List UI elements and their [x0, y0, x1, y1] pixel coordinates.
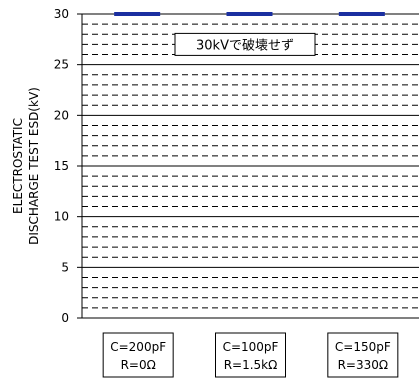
y-axis-label-line-1: ELECTROSTATIC — [11, 118, 25, 214]
annotation-box — [174, 32, 316, 56]
y-tick-label: 25 — [54, 58, 69, 72]
data-marker — [344, 12, 349, 16]
data-marker — [368, 12, 373, 16]
data-marker — [356, 12, 361, 16]
data-marker — [232, 12, 237, 16]
data-marker — [371, 12, 376, 16]
data-marker — [250, 12, 255, 16]
data-marker — [256, 12, 261, 16]
data-marker — [365, 12, 370, 16]
data-marker — [247, 12, 252, 16]
data-markers — [114, 12, 385, 16]
y-axis-label: ELECTROSTATIC DISCHARGE TEST ESD(kV) — [11, 87, 41, 245]
data-marker — [341, 12, 346, 16]
data-marker — [150, 12, 155, 16]
y-tick-label: 0 — [61, 311, 69, 325]
y-tick-label: 5 — [61, 260, 69, 274]
data-marker — [374, 12, 379, 16]
category-label-line-2: R=1.5kΩ — [224, 358, 278, 372]
grid — [82, 23, 419, 309]
data-marker — [129, 12, 134, 16]
category-label-line-1: C=100pF — [223, 340, 279, 354]
data-marker — [338, 12, 343, 16]
data-marker — [156, 12, 161, 16]
data-marker — [114, 12, 119, 16]
data-marker — [238, 12, 243, 16]
y-tick-label: 15 — [54, 159, 69, 173]
data-marker — [144, 12, 149, 16]
data-marker — [353, 12, 358, 16]
y-axis-label-line-2: DISCHARGE TEST ESD(kV) — [27, 87, 41, 245]
data-marker — [241, 12, 246, 16]
data-marker — [350, 12, 355, 16]
data-marker — [347, 12, 352, 16]
data-marker — [268, 12, 273, 16]
data-marker — [226, 12, 231, 16]
annotation-text: 30kVで破壊せず — [196, 38, 294, 53]
category-label-line-1: C=150pF — [335, 340, 391, 354]
category-label-line-2: R=330Ω — [338, 358, 388, 372]
data-marker — [138, 12, 143, 16]
data-marker — [229, 12, 234, 16]
data-marker — [262, 12, 267, 16]
data-marker — [359, 12, 364, 16]
data-marker — [153, 12, 158, 16]
category-label-box — [327, 332, 399, 378]
y-tick-label: 10 — [54, 210, 69, 224]
data-marker — [253, 12, 258, 16]
category-labels: C=200pF R=0Ω C=100pF R=1.5kΩ C=150pF R=330Ω — [102, 332, 399, 378]
data-marker — [147, 12, 152, 16]
data-marker — [132, 12, 137, 16]
annotation: 30kVで破壊せず — [174, 32, 316, 56]
data-marker — [126, 12, 131, 16]
data-marker — [265, 12, 270, 16]
data-marker — [380, 12, 385, 16]
data-marker — [244, 12, 249, 16]
data-marker — [377, 12, 382, 16]
category-label-line-2: R=0Ω — [121, 358, 156, 372]
category-label-line-1: C=200pF — [110, 340, 166, 354]
data-marker — [141, 12, 146, 16]
y-tick-labels: 0 5 10 15 20 25 30 — [54, 7, 69, 325]
y-tick-label: 20 — [54, 108, 69, 122]
data-marker — [117, 12, 122, 16]
data-marker — [259, 12, 264, 16]
data-marker — [123, 12, 128, 16]
data-marker — [362, 12, 367, 16]
category-label-box — [215, 332, 286, 378]
data-marker — [235, 12, 240, 16]
category-label-box — [102, 332, 174, 378]
data-marker — [135, 12, 140, 16]
y-tick-label: 30 — [54, 7, 69, 21]
data-marker — [120, 12, 125, 16]
